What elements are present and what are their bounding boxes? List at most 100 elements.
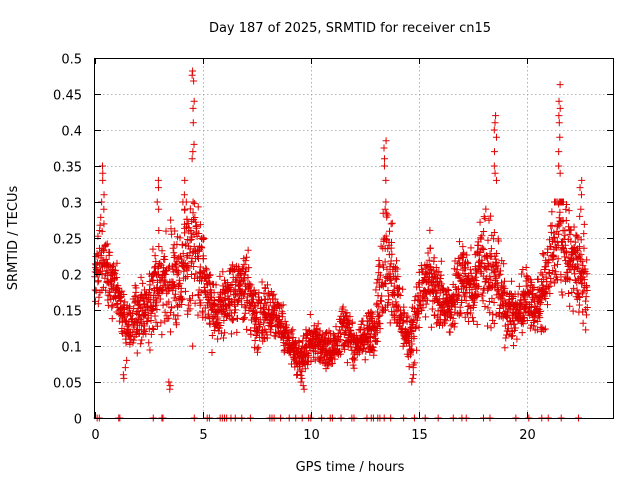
data-point [188,292,196,300]
data-point [292,360,300,368]
data-point [387,279,395,287]
data-point [95,293,103,301]
data-point [382,176,390,184]
data-point [340,341,348,349]
data-point [181,176,189,184]
data-point [576,184,584,192]
data-point [449,314,457,322]
data-point [488,294,496,302]
data-point [476,248,484,256]
data-point [467,309,475,317]
data-point [197,288,205,296]
data-point [536,314,544,322]
data-point [190,199,198,207]
data-point [322,365,330,373]
data-point [490,320,498,328]
data-point [120,374,128,382]
data-point [232,278,240,286]
data-point [466,266,474,274]
data-point [577,191,585,199]
data-point [533,305,541,313]
data-point [490,269,498,277]
data-point [183,273,191,281]
data-point [177,284,185,292]
data-point [558,291,566,299]
data-point [171,290,179,298]
data-point [253,345,261,353]
axis-ticks: 0 0.05 0.1 0.15 0.2 0.25 0.3 0.35 0.4 0.45 0.5 0 5 10… [53,53,613,443]
data-point [556,208,564,216]
data-point [282,321,290,329]
data-point [133,309,141,317]
data-point [314,320,322,328]
data-point [94,300,102,308]
data-point [188,155,196,163]
data-point [425,256,433,264]
data-point [243,325,251,333]
data-point [566,302,574,310]
data-point [295,338,303,346]
data-point [567,226,575,234]
data-point [153,306,161,314]
data-point [224,311,232,319]
data-point [251,337,259,345]
data-point [403,318,411,326]
data-point [247,330,255,338]
data-point [123,356,131,364]
data-point [180,267,188,275]
data-point [436,275,444,283]
data-point [527,304,535,312]
data-point [316,327,324,335]
data-point [386,227,394,235]
data-point [112,300,120,308]
data-point [206,271,214,279]
data-point [400,309,408,317]
data-point [279,301,287,309]
data-point [523,273,531,281]
data-point [547,278,555,286]
data-point [126,303,134,311]
data-point [266,292,274,300]
data-point [492,258,500,266]
data-point [493,265,501,273]
data-point [435,268,443,276]
data-point [375,256,383,264]
data-point [392,307,400,315]
data-point [143,318,151,326]
data-point [336,347,344,355]
data-point [409,371,417,379]
data-point [570,284,578,292]
data-point [98,227,106,235]
data-point [310,342,318,350]
data-point [498,283,506,291]
data-point [501,344,509,352]
data-point [551,262,559,270]
data-point [394,273,402,281]
data-point [454,292,462,300]
data-point [194,203,202,211]
data-point [450,323,458,331]
data-point [574,264,582,272]
data-point [552,268,560,276]
data-point [550,253,558,261]
data-point [463,251,471,259]
data-point [562,247,570,255]
y-tick-label: 0.5 [61,53,82,68]
data-point [245,264,253,272]
data-point [99,176,107,184]
data-point [244,274,252,282]
data-point [571,238,579,246]
data-point [201,314,209,322]
data-point [155,270,163,278]
data-point [384,286,392,294]
data-point [231,306,239,314]
data-point [548,221,556,229]
data-point [154,291,162,299]
grid [95,58,613,418]
data-point [565,207,573,215]
data-point [176,234,184,242]
data-point [232,290,240,298]
data-point [94,277,102,285]
data-point [422,313,430,321]
data-point [489,316,497,324]
